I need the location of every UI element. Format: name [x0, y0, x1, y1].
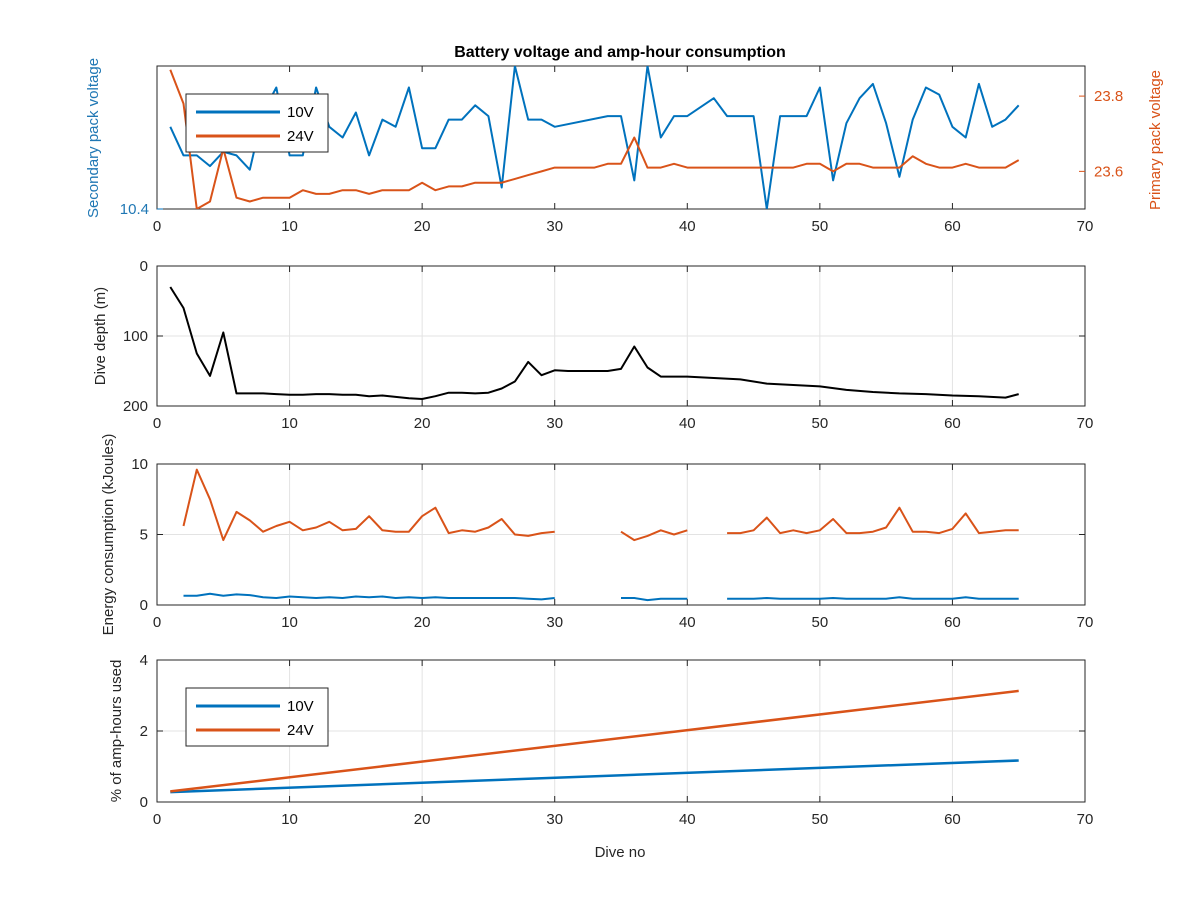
x-tick-label: 70: [1077, 218, 1094, 235]
x-tick-label: 40: [679, 415, 696, 432]
legend-label-10v: 10V: [287, 104, 314, 121]
x-tick-label: 60: [944, 614, 961, 631]
legend-label-10v: 10V: [287, 698, 314, 715]
series-line: [169, 286, 1019, 400]
x-tick-label: 20: [414, 218, 431, 235]
x-tick-label: 50: [812, 218, 829, 235]
series-line-10v: [183, 592, 555, 601]
legend-box: [185, 687, 329, 747]
panel-voltage: 0 10 20 30 40 50 60 7010.423.623.810V24VSeconda…: [85, 58, 1164, 235]
y-tick-label: 5: [140, 527, 148, 544]
legend-box: [185, 93, 329, 153]
legend-label-24v: 24V: [287, 722, 314, 739]
series-line-10v: [727, 596, 1019, 600]
y-tick-label: 200: [123, 398, 148, 415]
series-line-24v: [170, 689, 1019, 793]
y-tick-label: 0: [140, 258, 148, 275]
x-tick-label: 0: [153, 415, 161, 432]
x-tick-label: 10: [281, 614, 298, 631]
y-tick-label: 100: [123, 328, 148, 345]
series-line-24v: [182, 468, 555, 542]
y-axis-label-right: Primary pack voltage: [1147, 70, 1164, 210]
x-tick-label: 60: [944, 811, 961, 828]
y-axis-label: Energy consumption (kJoules): [100, 434, 117, 636]
x-tick-label: 10: [281, 218, 298, 235]
x-tick-label: 70: [1077, 415, 1094, 432]
x-axis-label: Dive no: [595, 844, 646, 861]
y-axis-label-left: Secondary pack voltage: [85, 58, 102, 218]
x-tick-label: 30: [546, 218, 563, 235]
x-tick-label: 50: [812, 614, 829, 631]
x-tick-label: 0: [153, 811, 161, 828]
axes-box: [156, 65, 1086, 210]
x-tick-label: 30: [546, 811, 563, 828]
y-tick-label: 0: [140, 794, 148, 811]
x-tick-label: 50: [812, 415, 829, 432]
series-line-24v: [727, 506, 1019, 535]
x-tick-label: 10: [281, 811, 298, 828]
x-tick-label: 30: [546, 614, 563, 631]
y-tick-label-right: 23.6: [1094, 163, 1123, 180]
series-line-10v: [621, 597, 688, 602]
x-tick-label: 70: [1077, 614, 1094, 631]
y-tick-label-left: 10.4: [120, 201, 149, 218]
y-tick-label: 2: [140, 723, 148, 740]
panel-energy: 0 10 20 30 40 50 60 70 0 5 10 Energy consumption (k…: [100, 434, 1093, 636]
legend-label-24v: 24V: [287, 128, 314, 145]
x-tick-label: 50: [812, 811, 829, 828]
axes-box: [156, 265, 1086, 407]
y-tick-label-right: 23.8: [1094, 88, 1123, 105]
series-line-24v: [620, 529, 688, 542]
x-tick-label: 40: [679, 811, 696, 828]
panel-depth: 0 10 20 30 40 50 60 70 0 100 200 Dive depth (m): [92, 258, 1093, 432]
figure-title: Battery voltage and amp-hour consumption: [454, 44, 786, 61]
x-tick-label: 0: [153, 614, 161, 631]
y-axis-label: % of amp-hours used: [108, 660, 125, 803]
x-tick-label: 40: [679, 218, 696, 235]
x-tick-label: 40: [679, 614, 696, 631]
x-tick-label: 70: [1077, 811, 1094, 828]
x-tick-label: 60: [944, 415, 961, 432]
axes-box: [156, 659, 1086, 803]
axes-box: [156, 463, 1086, 606]
y-tick-label: 10: [131, 456, 148, 473]
y-tick-label: 0: [140, 597, 148, 614]
x-tick-label: 10: [281, 415, 298, 432]
y-tick-label: 4: [140, 652, 148, 669]
series-line-10v: [169, 66, 1020, 209]
series-line-10v: [170, 759, 1019, 794]
y-axis-label: Dive depth (m): [92, 287, 109, 385]
x-tick-label: 20: [414, 614, 431, 631]
x-tick-label: 0: [153, 218, 161, 235]
x-tick-label: 60: [944, 218, 961, 235]
series-line-24v: [169, 69, 1020, 209]
series-group: [169, 66, 1020, 209]
x-tick-label: 20: [414, 415, 431, 432]
x-tick-label: 20: [414, 811, 431, 828]
x-tick-label: 30: [546, 415, 563, 432]
